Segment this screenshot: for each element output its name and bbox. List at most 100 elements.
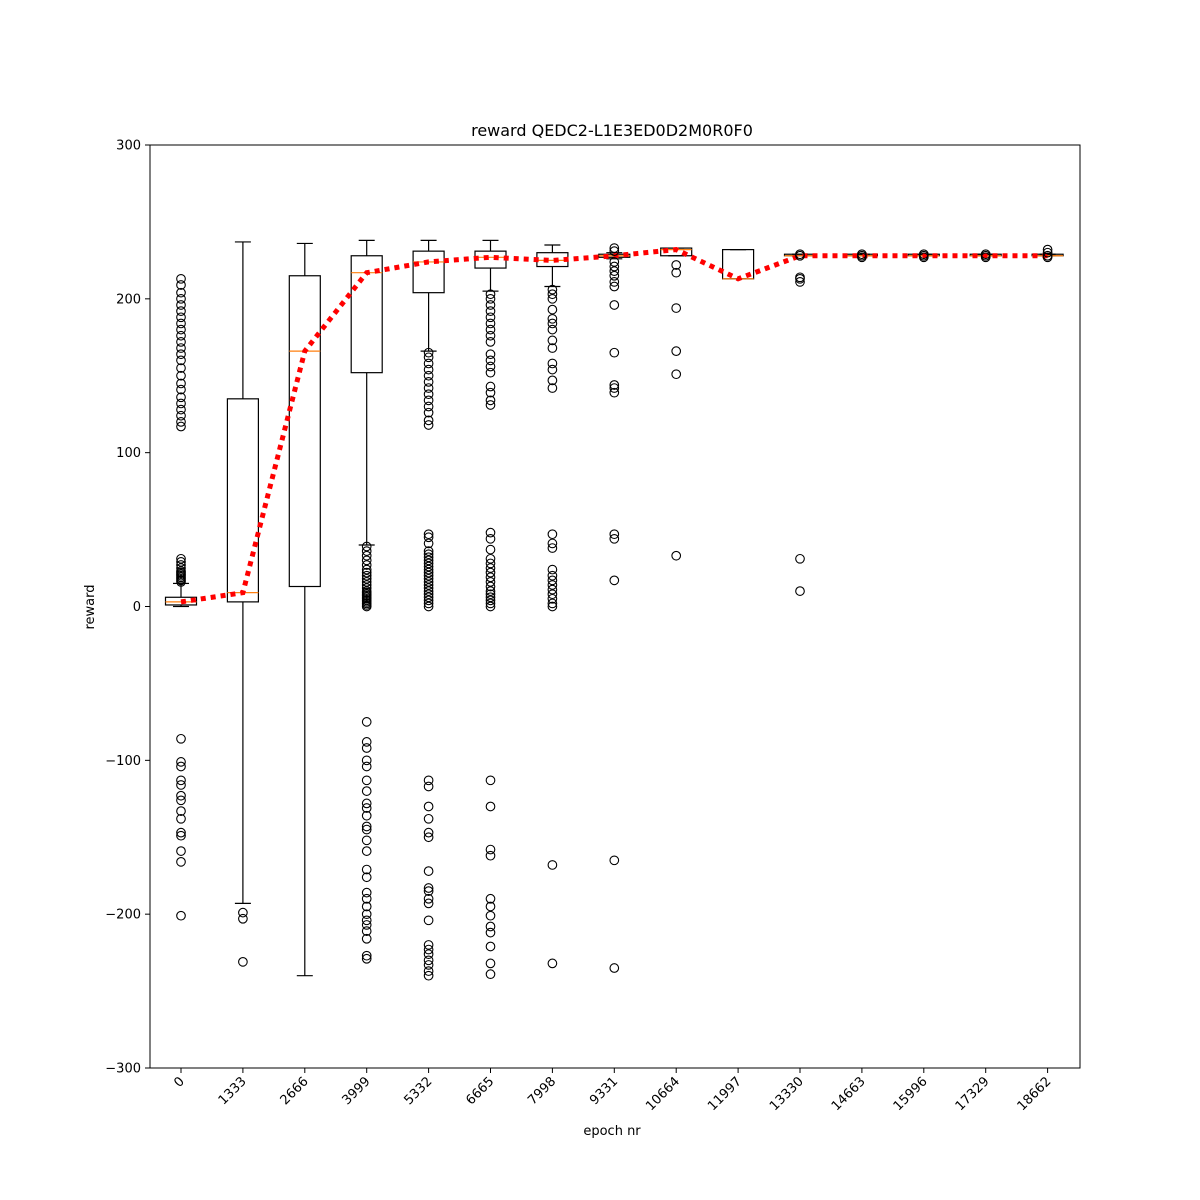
outlier-point <box>423 383 434 393</box>
outlier-point <box>176 775 186 786</box>
outlier-point <box>176 355 186 366</box>
x-tick-label: 5332 <box>401 1074 435 1108</box>
outlier-point <box>423 558 434 569</box>
outlier-point <box>485 577 496 587</box>
outlier-point <box>547 593 558 604</box>
outlier-point <box>485 581 496 592</box>
outlier-point <box>176 312 186 323</box>
outlier-point <box>361 786 372 796</box>
outlier-point <box>423 598 434 609</box>
outlier-point <box>423 883 434 893</box>
outlier-point <box>176 830 186 841</box>
box-group-3999 <box>350 239 383 546</box>
outlier-point <box>176 363 186 373</box>
outlier-point <box>547 580 558 590</box>
outlier-point <box>176 384 186 395</box>
outlier-point <box>176 404 186 415</box>
outlier-point <box>1042 247 1053 258</box>
outlier-point <box>547 529 558 540</box>
outlier-point <box>361 887 372 898</box>
outlier-point <box>547 304 558 315</box>
x-tick-label: 3999 <box>340 1074 374 1108</box>
outlier-point <box>361 803 372 813</box>
outlier-point <box>423 555 434 566</box>
outlier-point <box>176 370 186 381</box>
outlier-point <box>423 595 434 606</box>
outlier-point <box>361 570 372 581</box>
outlier-point <box>423 364 434 375</box>
outlier-point <box>423 583 434 593</box>
outlier-point <box>485 544 496 555</box>
iqr-box <box>412 250 445 294</box>
outlier-point <box>176 287 186 298</box>
outlier-point <box>176 293 186 304</box>
x-axis-ticks: 0 1333 2666 3999 5332 6665 7998 9331 10664 11997 1… <box>171 1068 1054 1114</box>
outlier-point <box>485 801 496 812</box>
outlier-point <box>176 324 186 335</box>
outlier-point <box>361 950 372 961</box>
outlier-point <box>423 401 434 412</box>
outlier-point <box>361 567 372 578</box>
outlier-point <box>176 563 186 573</box>
outlier-point <box>609 387 620 398</box>
outlier-point <box>609 383 620 393</box>
outlier-point <box>485 306 496 316</box>
outlier-point <box>361 586 372 596</box>
outlier-point <box>485 598 496 609</box>
outlier-point <box>176 757 186 767</box>
y-tick-label: 100 <box>116 446 141 461</box>
outlier-point <box>361 872 372 883</box>
outlier-point <box>671 267 682 278</box>
outlier-point <box>361 920 372 930</box>
outlier-point <box>485 910 496 921</box>
outlier-point <box>176 273 186 284</box>
outlier-point <box>361 546 372 556</box>
outlier-point <box>485 893 496 904</box>
x-axis-label: epoch nr <box>583 1124 641 1139</box>
outlier-point <box>795 553 805 564</box>
outlier-point <box>238 957 248 967</box>
outlier-point <box>423 970 434 981</box>
outlier-point <box>176 417 186 427</box>
outlier-point <box>176 306 186 316</box>
outlier-point <box>423 832 434 843</box>
y-axis-ticks: −300 −200 −100 0 100 200 300 <box>105 139 150 1077</box>
outlier-point <box>176 421 186 432</box>
outlier-point <box>671 369 682 380</box>
outlier-point <box>176 857 186 867</box>
outlier-point <box>609 347 620 358</box>
outlier-point <box>361 560 372 570</box>
outlier-point <box>423 898 434 909</box>
outlier-point <box>547 575 558 586</box>
outlier-point <box>423 561 434 572</box>
outlier-point <box>547 335 558 346</box>
outlier-point <box>423 586 434 596</box>
outlier-point <box>423 966 434 976</box>
outlier-point <box>176 318 186 329</box>
y-tick-label: 0 <box>133 600 141 615</box>
outlier-point <box>361 915 372 926</box>
outlier-point <box>423 570 434 581</box>
outlier-point <box>609 246 620 256</box>
outlier-point <box>361 909 372 920</box>
outlier-point <box>176 398 186 409</box>
iqr-box <box>226 398 259 603</box>
outlier-point <box>423 549 434 560</box>
outlier-point <box>547 293 558 304</box>
outlier-point <box>485 589 496 600</box>
outlier-point <box>238 907 248 918</box>
outlier-point <box>671 303 682 313</box>
outlier-point <box>423 601 434 612</box>
outlier-point <box>361 755 372 766</box>
outlier-point <box>609 277 620 287</box>
outlier-point <box>485 400 496 410</box>
outlier-point <box>485 921 496 932</box>
outlier-point <box>176 378 186 389</box>
outlier-point <box>423 580 434 590</box>
outlier-point <box>485 969 496 980</box>
outlier-point <box>485 558 496 569</box>
outlier-point <box>1042 250 1053 261</box>
outlier-point <box>423 529 434 540</box>
outlier-point <box>609 243 620 253</box>
